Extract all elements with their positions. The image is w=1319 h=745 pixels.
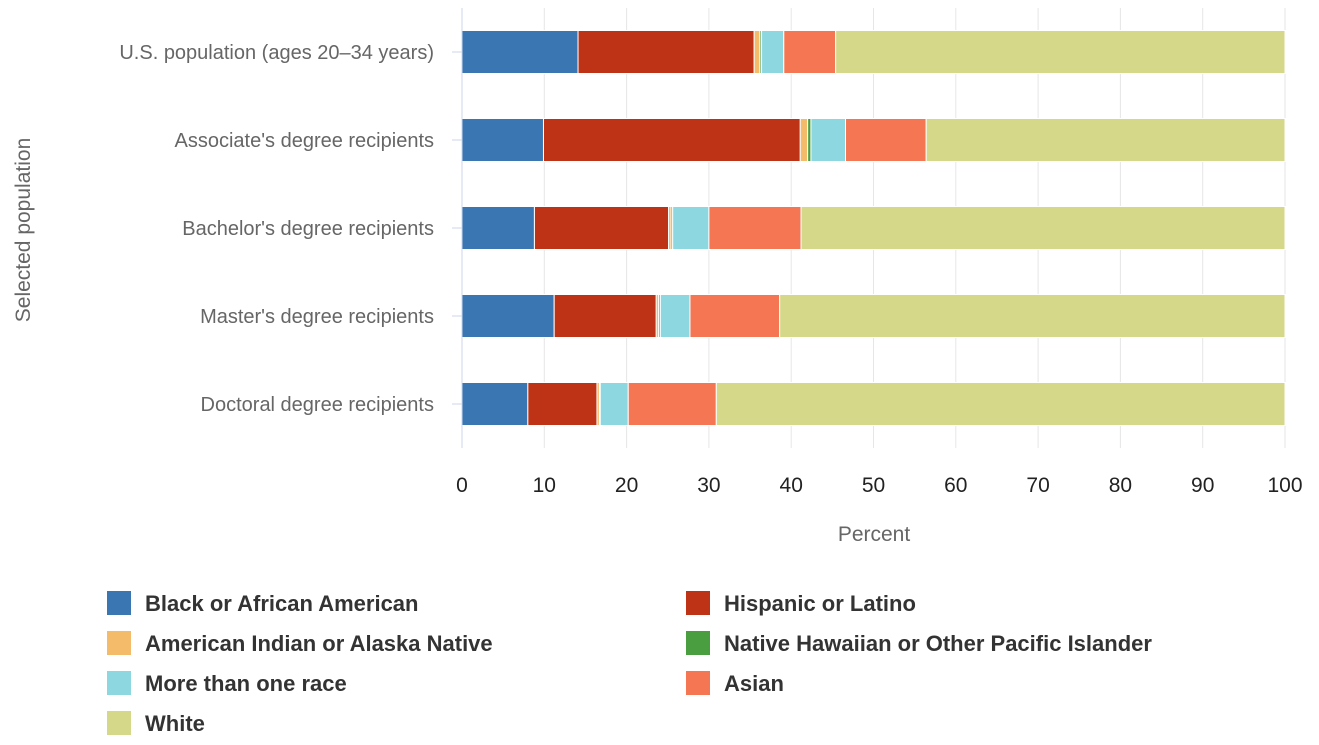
legend-item[interactable]: White xyxy=(107,711,205,736)
axes xyxy=(452,8,463,448)
x-tick-label: 100 xyxy=(1267,474,1302,497)
bar-segment[interactable] xyxy=(461,206,535,250)
bar-segment[interactable] xyxy=(925,118,1286,162)
category-label: Associate's degree recipients xyxy=(174,130,434,152)
bar-segment[interactable] xyxy=(799,118,809,162)
legend-label: Asian xyxy=(724,671,784,696)
bar-segment[interactable] xyxy=(761,30,785,74)
labels: 0 10 20 30 40 50 60 70 80 90 100 U.S. population (a… xyxy=(119,42,1302,497)
legend-swatch xyxy=(686,591,710,615)
legend-label: Black or African American xyxy=(145,591,418,616)
bar-segment[interactable] xyxy=(715,382,1286,426)
bar-segment[interactable] xyxy=(553,294,657,338)
x-tick-label: 30 xyxy=(697,474,720,497)
x-tick-label: 90 xyxy=(1191,474,1214,497)
x-tick-label: 60 xyxy=(944,474,967,497)
bar-segment[interactable] xyxy=(627,382,717,426)
bar-segment[interactable] xyxy=(753,30,761,74)
bar-segment[interactable] xyxy=(810,118,847,162)
legend-swatch xyxy=(107,591,131,615)
bar-segment[interactable] xyxy=(835,30,1286,74)
bar-segment[interactable] xyxy=(527,382,598,426)
bars xyxy=(461,30,1286,426)
bar-segment[interactable] xyxy=(800,206,1286,250)
legend-label: Native Hawaiian or Other Pacific Islande… xyxy=(724,631,1152,656)
legend-swatch xyxy=(686,631,710,655)
bar-segment[interactable] xyxy=(599,382,629,426)
bar-segment[interactable] xyxy=(783,30,837,74)
bar-segment[interactable] xyxy=(659,294,691,338)
bar-segment[interactable] xyxy=(461,382,529,426)
x-tick-label: 40 xyxy=(780,474,803,497)
x-tick-label: 20 xyxy=(615,474,638,497)
bar-segment[interactable] xyxy=(779,294,1286,338)
legend-label: White xyxy=(145,711,205,736)
legend-label: More than one race xyxy=(145,671,347,696)
legend-item[interactable]: More than one race xyxy=(107,671,347,696)
bar-segment[interactable] xyxy=(845,118,927,162)
legend-item[interactable]: Asian xyxy=(686,671,784,696)
bar-segment[interactable] xyxy=(542,118,801,162)
legend-swatch xyxy=(107,711,131,735)
bar-segment[interactable] xyxy=(689,294,781,338)
legend-swatch xyxy=(686,671,710,695)
legend-label: American Indian or Alaska Native xyxy=(145,631,493,656)
bar-segment[interactable] xyxy=(672,206,710,250)
legend-item[interactable]: Native Hawaiian or Other Pacific Islande… xyxy=(686,631,1152,656)
y-axis-title: Selected population xyxy=(12,138,35,322)
x-tick-label: 50 xyxy=(862,474,885,497)
bar-segment[interactable] xyxy=(708,206,802,250)
legend-swatch xyxy=(107,631,131,655)
bar-segment[interactable] xyxy=(577,30,755,74)
x-tick-label: 10 xyxy=(533,474,556,497)
bar-segment[interactable] xyxy=(461,30,579,74)
bar-segment[interactable] xyxy=(461,118,544,162)
bar-segment[interactable] xyxy=(533,206,670,250)
category-label: Doctoral degree recipients xyxy=(201,394,434,416)
legend-swatch xyxy=(107,671,131,695)
bar-segment[interactable] xyxy=(461,294,555,338)
category-label: Master's degree recipients xyxy=(200,306,434,328)
x-tick-label: 80 xyxy=(1109,474,1132,497)
category-label: Bachelor's degree recipients xyxy=(182,218,434,240)
legend: Black or African American Hispanic or Lat… xyxy=(107,591,1152,736)
x-tick-label: 70 xyxy=(1026,474,1049,497)
legend-item[interactable]: Black or African American xyxy=(107,591,418,616)
category-label: U.S. population (ages 20–34 years) xyxy=(119,42,434,64)
legend-label: Hispanic or Latino xyxy=(724,591,916,616)
legend-item[interactable]: Hispanic or Latino xyxy=(686,591,916,616)
x-tick-label: 0 xyxy=(456,474,468,497)
legend-item[interactable]: American Indian or Alaska Native xyxy=(107,631,493,656)
x-axis-title: Percent xyxy=(838,523,911,546)
